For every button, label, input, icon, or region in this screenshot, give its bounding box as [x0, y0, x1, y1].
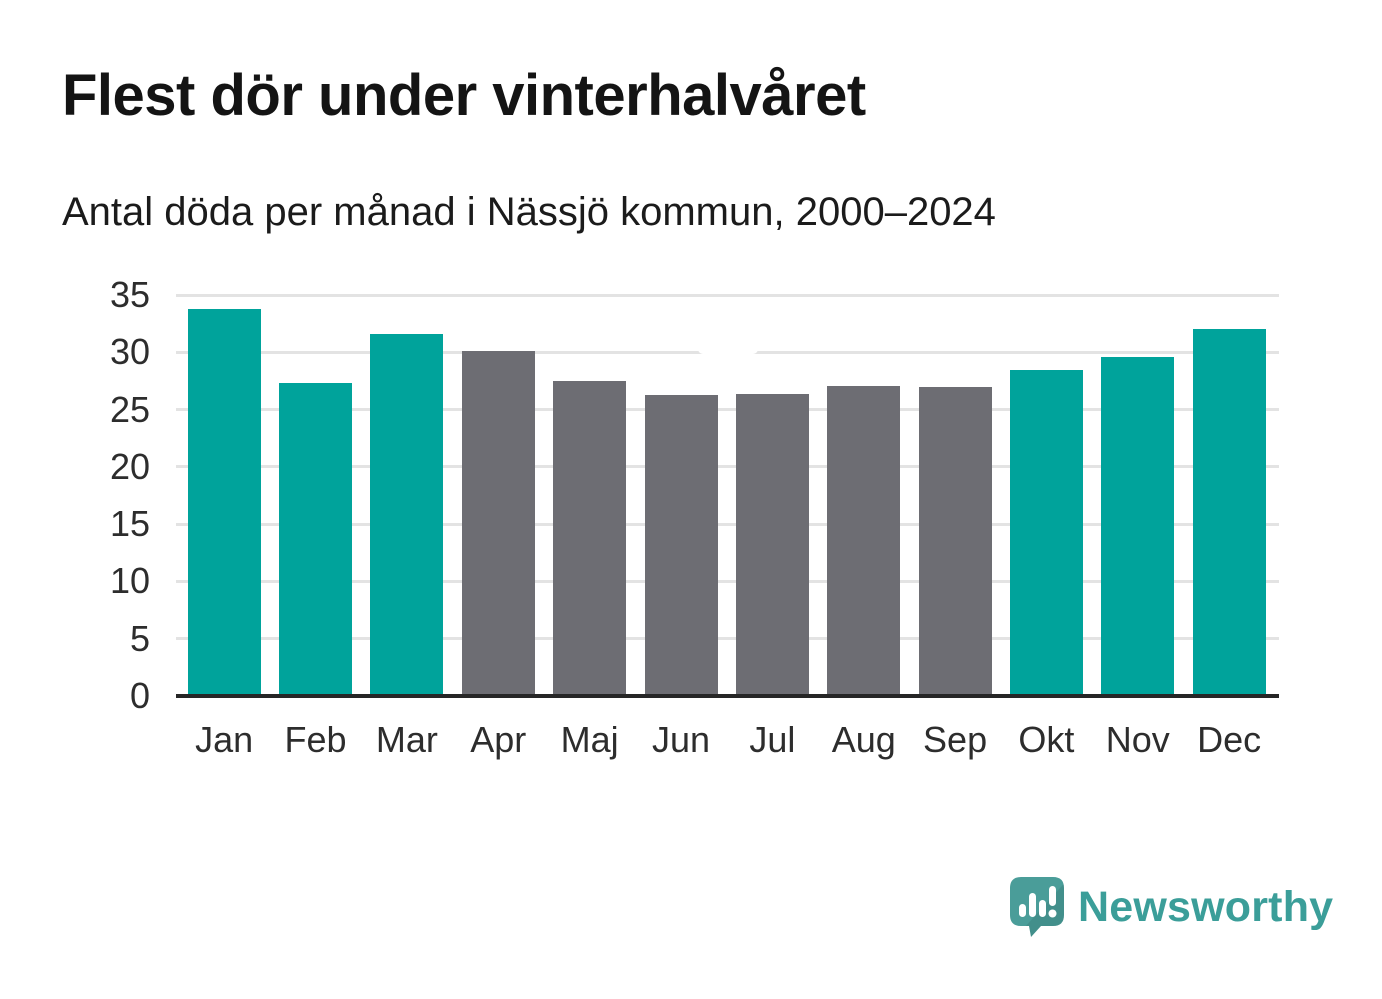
- chart-subtitle: Antal döda per månad i Nässjö kommun, 20…: [62, 190, 996, 234]
- bar-feb: [279, 383, 353, 696]
- x-label-jan: Jan: [195, 719, 254, 760]
- bar-okt: [1009, 369, 1083, 696]
- logo-bar-mid: [1039, 900, 1046, 917]
- newsworthy-logo: Newsworthy: [1010, 877, 1333, 937]
- x-label-maj: Maj: [560, 719, 619, 760]
- x-label-apr: Apr: [470, 719, 527, 760]
- bar-apr: [461, 351, 535, 696]
- gridline-5: [176, 637, 1279, 641]
- gridline-20: [176, 465, 1279, 469]
- bar-nov: [1101, 356, 1175, 696]
- y-tick-label-0: 0: [129, 675, 150, 716]
- logo-exclamation-bar: [1049, 886, 1056, 906]
- y-tick-label-25: 25: [109, 388, 150, 430]
- y-tick-label-35: 35: [109, 274, 150, 315]
- y-tick-label-30: 30: [109, 331, 150, 373]
- logo-bar-tall: [1029, 893, 1036, 917]
- bar-jul: [735, 393, 809, 696]
- x-label-nov: Nov: [1105, 719, 1170, 760]
- y-tick-label-20: 20: [109, 445, 150, 487]
- bar-dec: [1192, 329, 1266, 696]
- gridline-artifact: [698, 344, 758, 354]
- y-tick-label-5: 5: [129, 617, 150, 659]
- x-label-aug: Aug: [831, 719, 896, 760]
- newsworthy-logo-icon: [1010, 877, 1064, 937]
- y-tick-label-10: 10: [109, 560, 150, 602]
- bar-jun: [644, 394, 718, 696]
- logo-exclamation-dot: [1048, 909, 1057, 918]
- gridline-10: [176, 579, 1279, 583]
- x-label-dec: Dec: [1197, 719, 1262, 760]
- bar-jan: [187, 308, 261, 696]
- x-label-jun: Jun: [651, 719, 711, 760]
- x-axis-line: [176, 694, 1279, 698]
- newsworthy-wordmark: Newsworthy: [1078, 882, 1334, 931]
- x-label-mar: Mar: [375, 719, 438, 760]
- x-label-jul: Jul: [749, 719, 796, 760]
- bar-aug: [827, 385, 901, 696]
- bar-mar: [370, 334, 444, 696]
- gridline-35: [176, 293, 1279, 297]
- gridline-25: [176, 408, 1279, 412]
- x-label-feb: Feb: [284, 719, 347, 760]
- y-tick-label-15: 15: [109, 503, 150, 545]
- bar-sep: [918, 386, 992, 696]
- chart-title: Flest dör under vinterhalvåret: [62, 63, 866, 128]
- x-label-sep: Sep: [923, 719, 988, 760]
- gridline-15: [176, 522, 1279, 526]
- plot-area: [176, 293, 1279, 698]
- logo-bar-short: [1019, 904, 1026, 917]
- x-label-okt: Okt: [1018, 719, 1075, 760]
- bar-maj: [553, 380, 627, 696]
